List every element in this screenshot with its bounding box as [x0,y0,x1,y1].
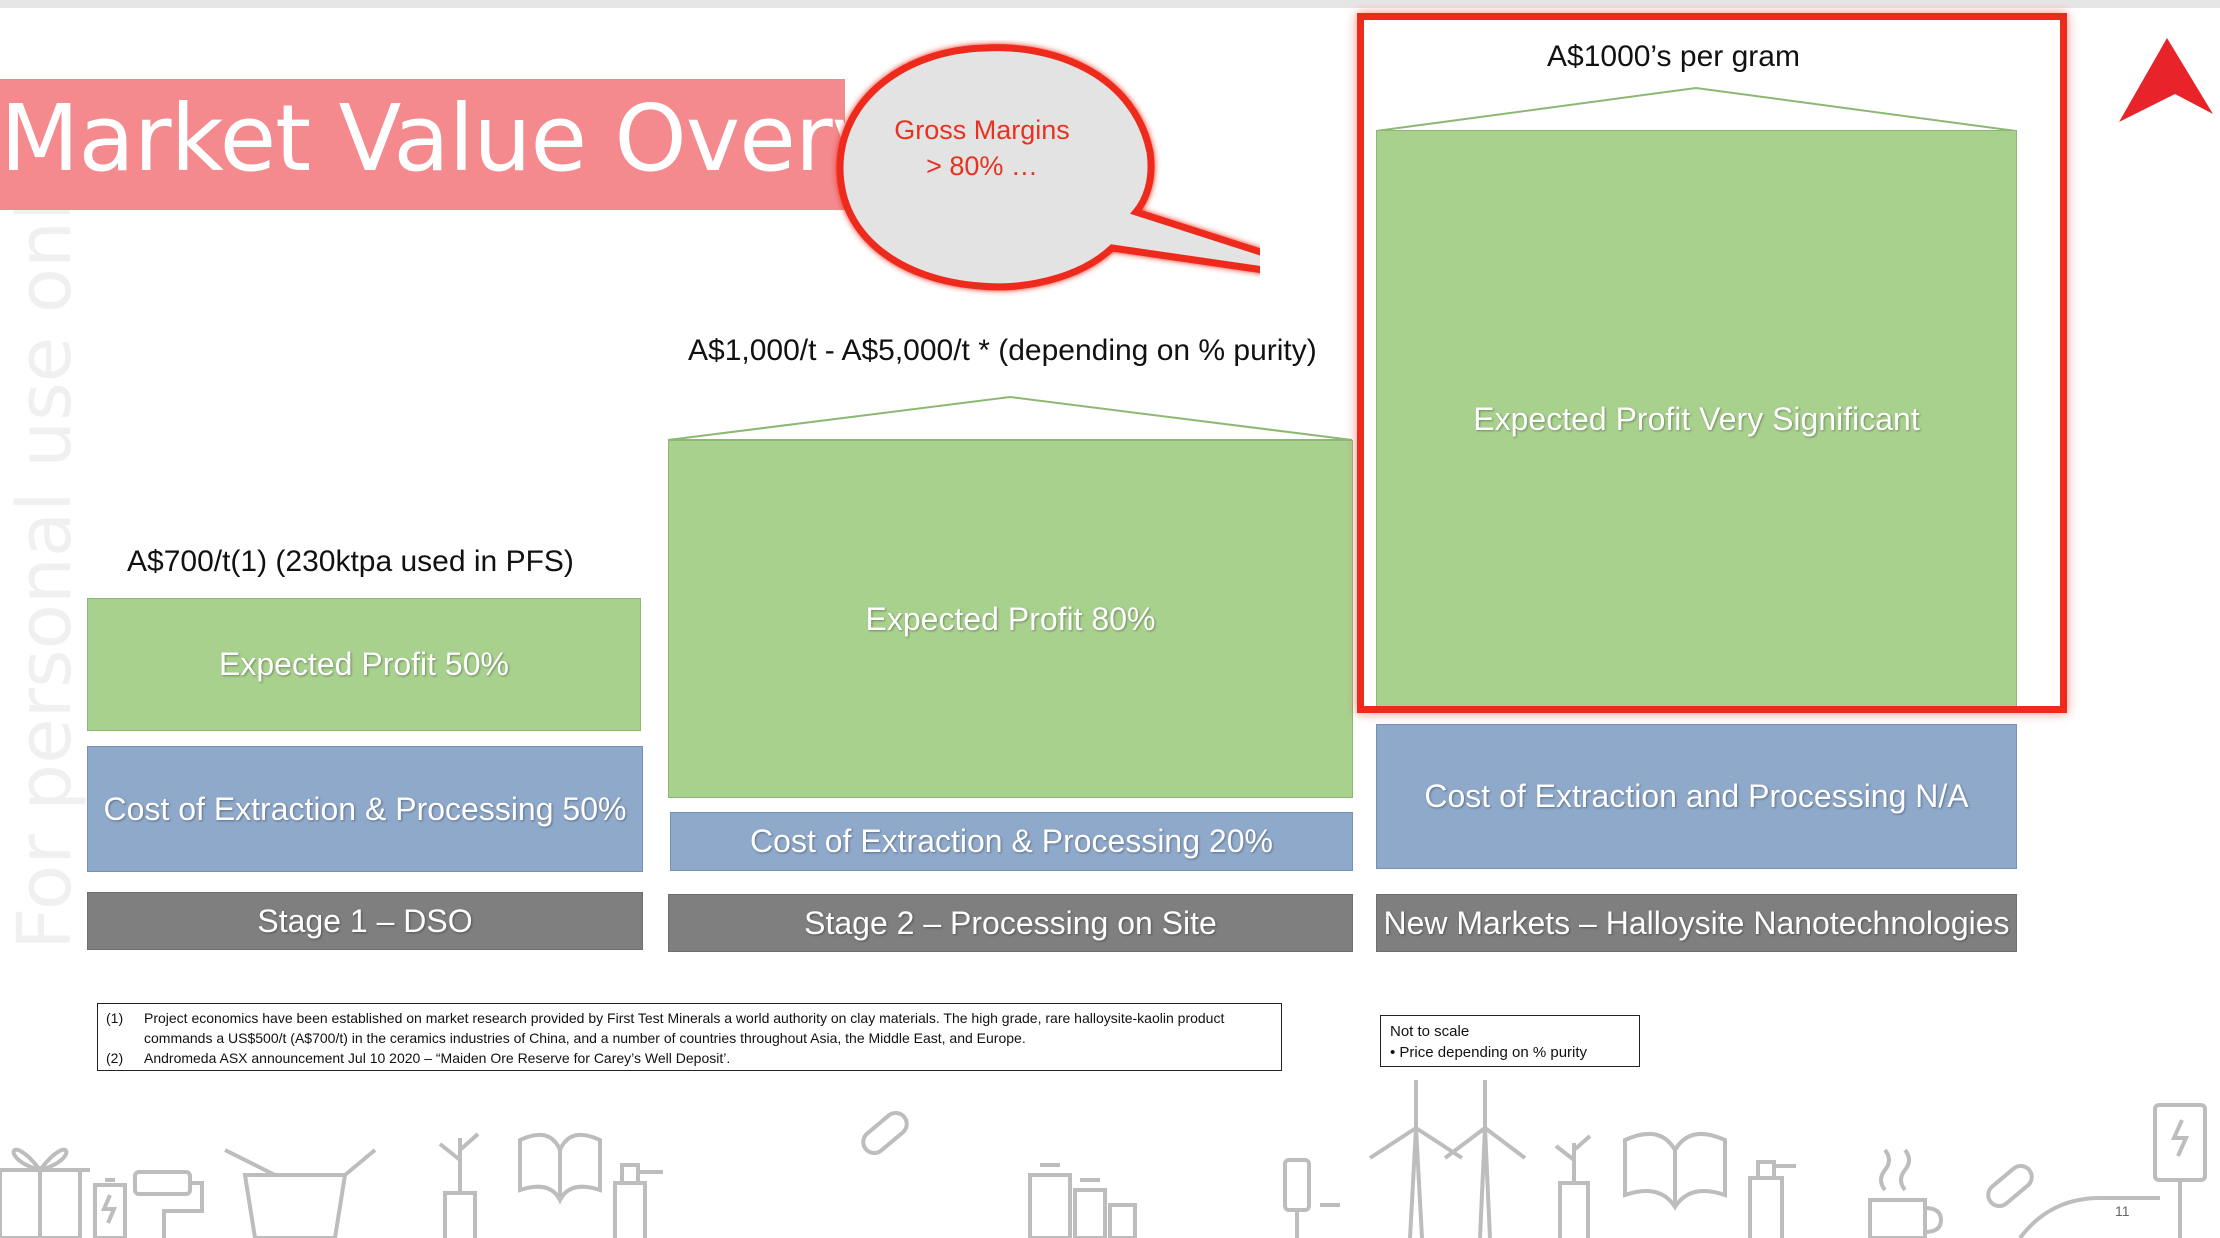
footnote-number: (2) [106,1050,124,1066]
wind-turbine-icon [1368,1080,1527,1238]
roof-stage-2 [668,395,1353,441]
pill-icon-2 [1986,1164,2034,1208]
pill-icon [861,1111,909,1155]
profit-box-stage-1: Expected Profit 50% [87,598,641,731]
stage-label: New Markets – Halloysite Nanotechnologie… [1383,904,2010,941]
price-label-stage-2: A$1,000/t - A$5,000/t * (depending on % … [688,334,1317,367]
battery-icon [93,1178,127,1238]
spray-bottle-icon [613,1163,663,1238]
coffee-cup-icon [1868,1148,1944,1238]
stage-label-stage-3: New Markets – Halloysite Nanotechnologie… [1376,894,2017,952]
title-band: Market Value Overvie [0,79,845,210]
callout-bubble [836,44,1260,291]
top-bar [0,0,2220,8]
cost-box-stage-1: Cost of Extraction & Processing 50% [87,746,643,872]
plant-jar-icon [438,1132,480,1238]
cost-label: Cost of Extraction and Processing N/A [1424,778,1969,814]
gift-box-icon [0,1147,90,1238]
profit-box-stage-3: Expected Profit Very Significant [1376,130,2017,708]
callout-text: Gross Margins > 80% … [862,112,1102,184]
profit-label: Expected Profit 80% [865,601,1156,637]
callout-line-1: Gross Margins [894,115,1070,145]
stage-label-stage-2: Stage 2 – Processing on Site [668,894,1353,952]
cost-label: Cost of Extraction & Processing 50% [103,790,627,827]
watermark: For personal use only [2,156,88,950]
page-number: 11 [2115,1203,2130,1219]
plant-tube-icon [1554,1134,1592,1238]
cost-label: Cost of Extraction & Processing 20% [750,823,1273,859]
scale-note-box: Not to scale • Price depending on % puri… [1380,1015,1640,1067]
footnote-number: (1) [106,1010,124,1026]
cost-box-stage-2: Cost of Extraction & Processing 20% [670,812,1353,871]
profit-box-stage-2: Expected Profit 80% [668,440,1353,798]
paint-roller-icon [133,1170,204,1238]
medicine-bottles-icon [1028,1163,1137,1238]
price-label-stage-3: A$1000’s per gram [1547,40,1800,73]
footnote-1: (1) Project economics have been establis… [106,1008,1273,1048]
ev-charger-icon [2018,1103,2207,1238]
stage-label: Stage 1 – DSO [257,902,473,939]
footnote-text: Andromeda ASX announcement Jul 10 2020 –… [144,1050,731,1066]
open-book-icon-2 [1623,1131,1727,1211]
footnote-box: (1) Project economics have been establis… [97,1003,1282,1071]
scale-note-line-2: • Price depending on % purity [1390,1044,1588,1061]
stage-label-stage-1: Stage 1 – DSO [87,892,643,950]
stage-label: Stage 2 – Processing on Site [804,904,1217,941]
callout-line-2: > 80% … [926,151,1038,181]
paint-roller-icon-2 [1283,1158,1340,1238]
logo-icon [2119,38,2213,122]
decorative-icons-strip [0,1080,2207,1238]
profit-label: Expected Profit 50% [219,646,509,682]
cost-box-stage-3: Cost of Extraction and Processing N/A [1376,724,2017,869]
price-label-stage-1: A$700/t(1) (230ktpa used in PFS) [127,545,574,578]
page-title: Market Value Overvie [0,85,845,192]
open-box-icon [224,1148,377,1238]
scale-note-line-1: Not to scale [1390,1023,1470,1040]
highlight-frame [1357,13,2067,713]
footnote-2: (2) Andromeda ASX announcement Jul 10 20… [106,1048,1273,1068]
open-book-icon [518,1132,602,1205]
footnote-text: Project economics have been established … [144,1010,1225,1046]
spray-can-icon [1748,1160,1796,1238]
profit-label: Expected Profit Very Significant [1473,401,1920,437]
